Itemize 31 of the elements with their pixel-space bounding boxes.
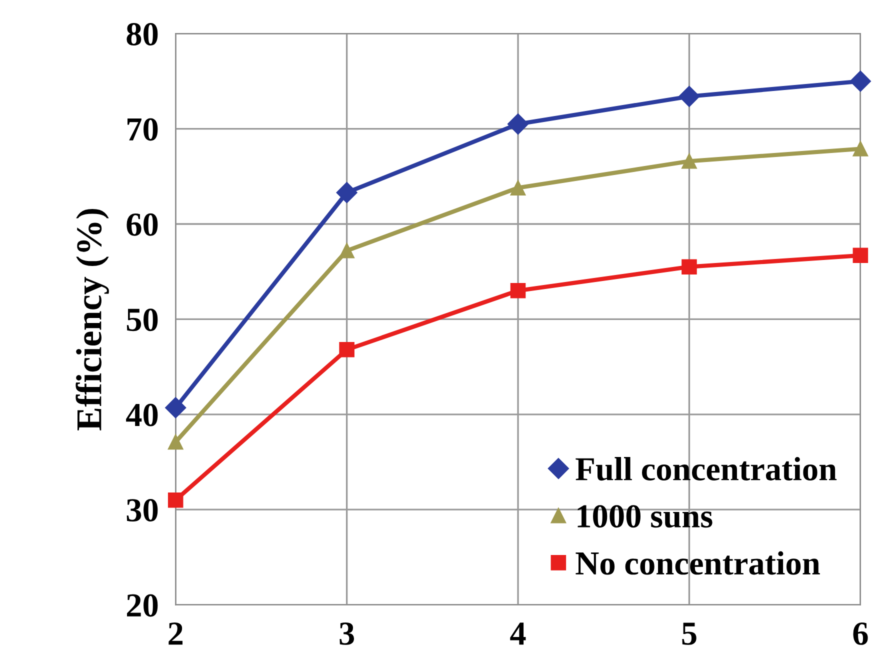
point [339,243,354,258]
point [682,259,697,274]
point [850,70,871,92]
y-axis-title: Efficiency (%) [76,208,109,430]
x-tick-label: 5 [682,622,696,645]
point [678,86,700,107]
x-tick-label: 4 [510,622,526,645]
x-tick-label: 2 [168,622,182,645]
legend-label: Full concentration [576,457,837,481]
point [510,180,526,196]
point [339,342,354,358]
x-tick-label: 3 [340,622,354,645]
point [336,182,358,204]
point [852,248,868,264]
point [168,492,184,508]
y-tick-label: 70 [128,118,158,141]
y-tick-label: 80 [126,23,158,46]
point [168,434,184,450]
y-tick-label: 20 [127,594,158,617]
y-tick-label: 30 [126,499,158,522]
x-tick-label: 6 [853,622,868,645]
point [852,141,868,156]
point [508,114,529,135]
point [165,397,186,418]
y-tick-label: 50 [126,308,158,332]
point [682,154,697,169]
legend-label: 1000 suns [578,505,712,528]
y-tick-label: 60 [126,213,158,236]
point [510,283,526,298]
y-tick-label: 40 [126,404,158,426]
legend-label: No concentration [576,551,820,575]
